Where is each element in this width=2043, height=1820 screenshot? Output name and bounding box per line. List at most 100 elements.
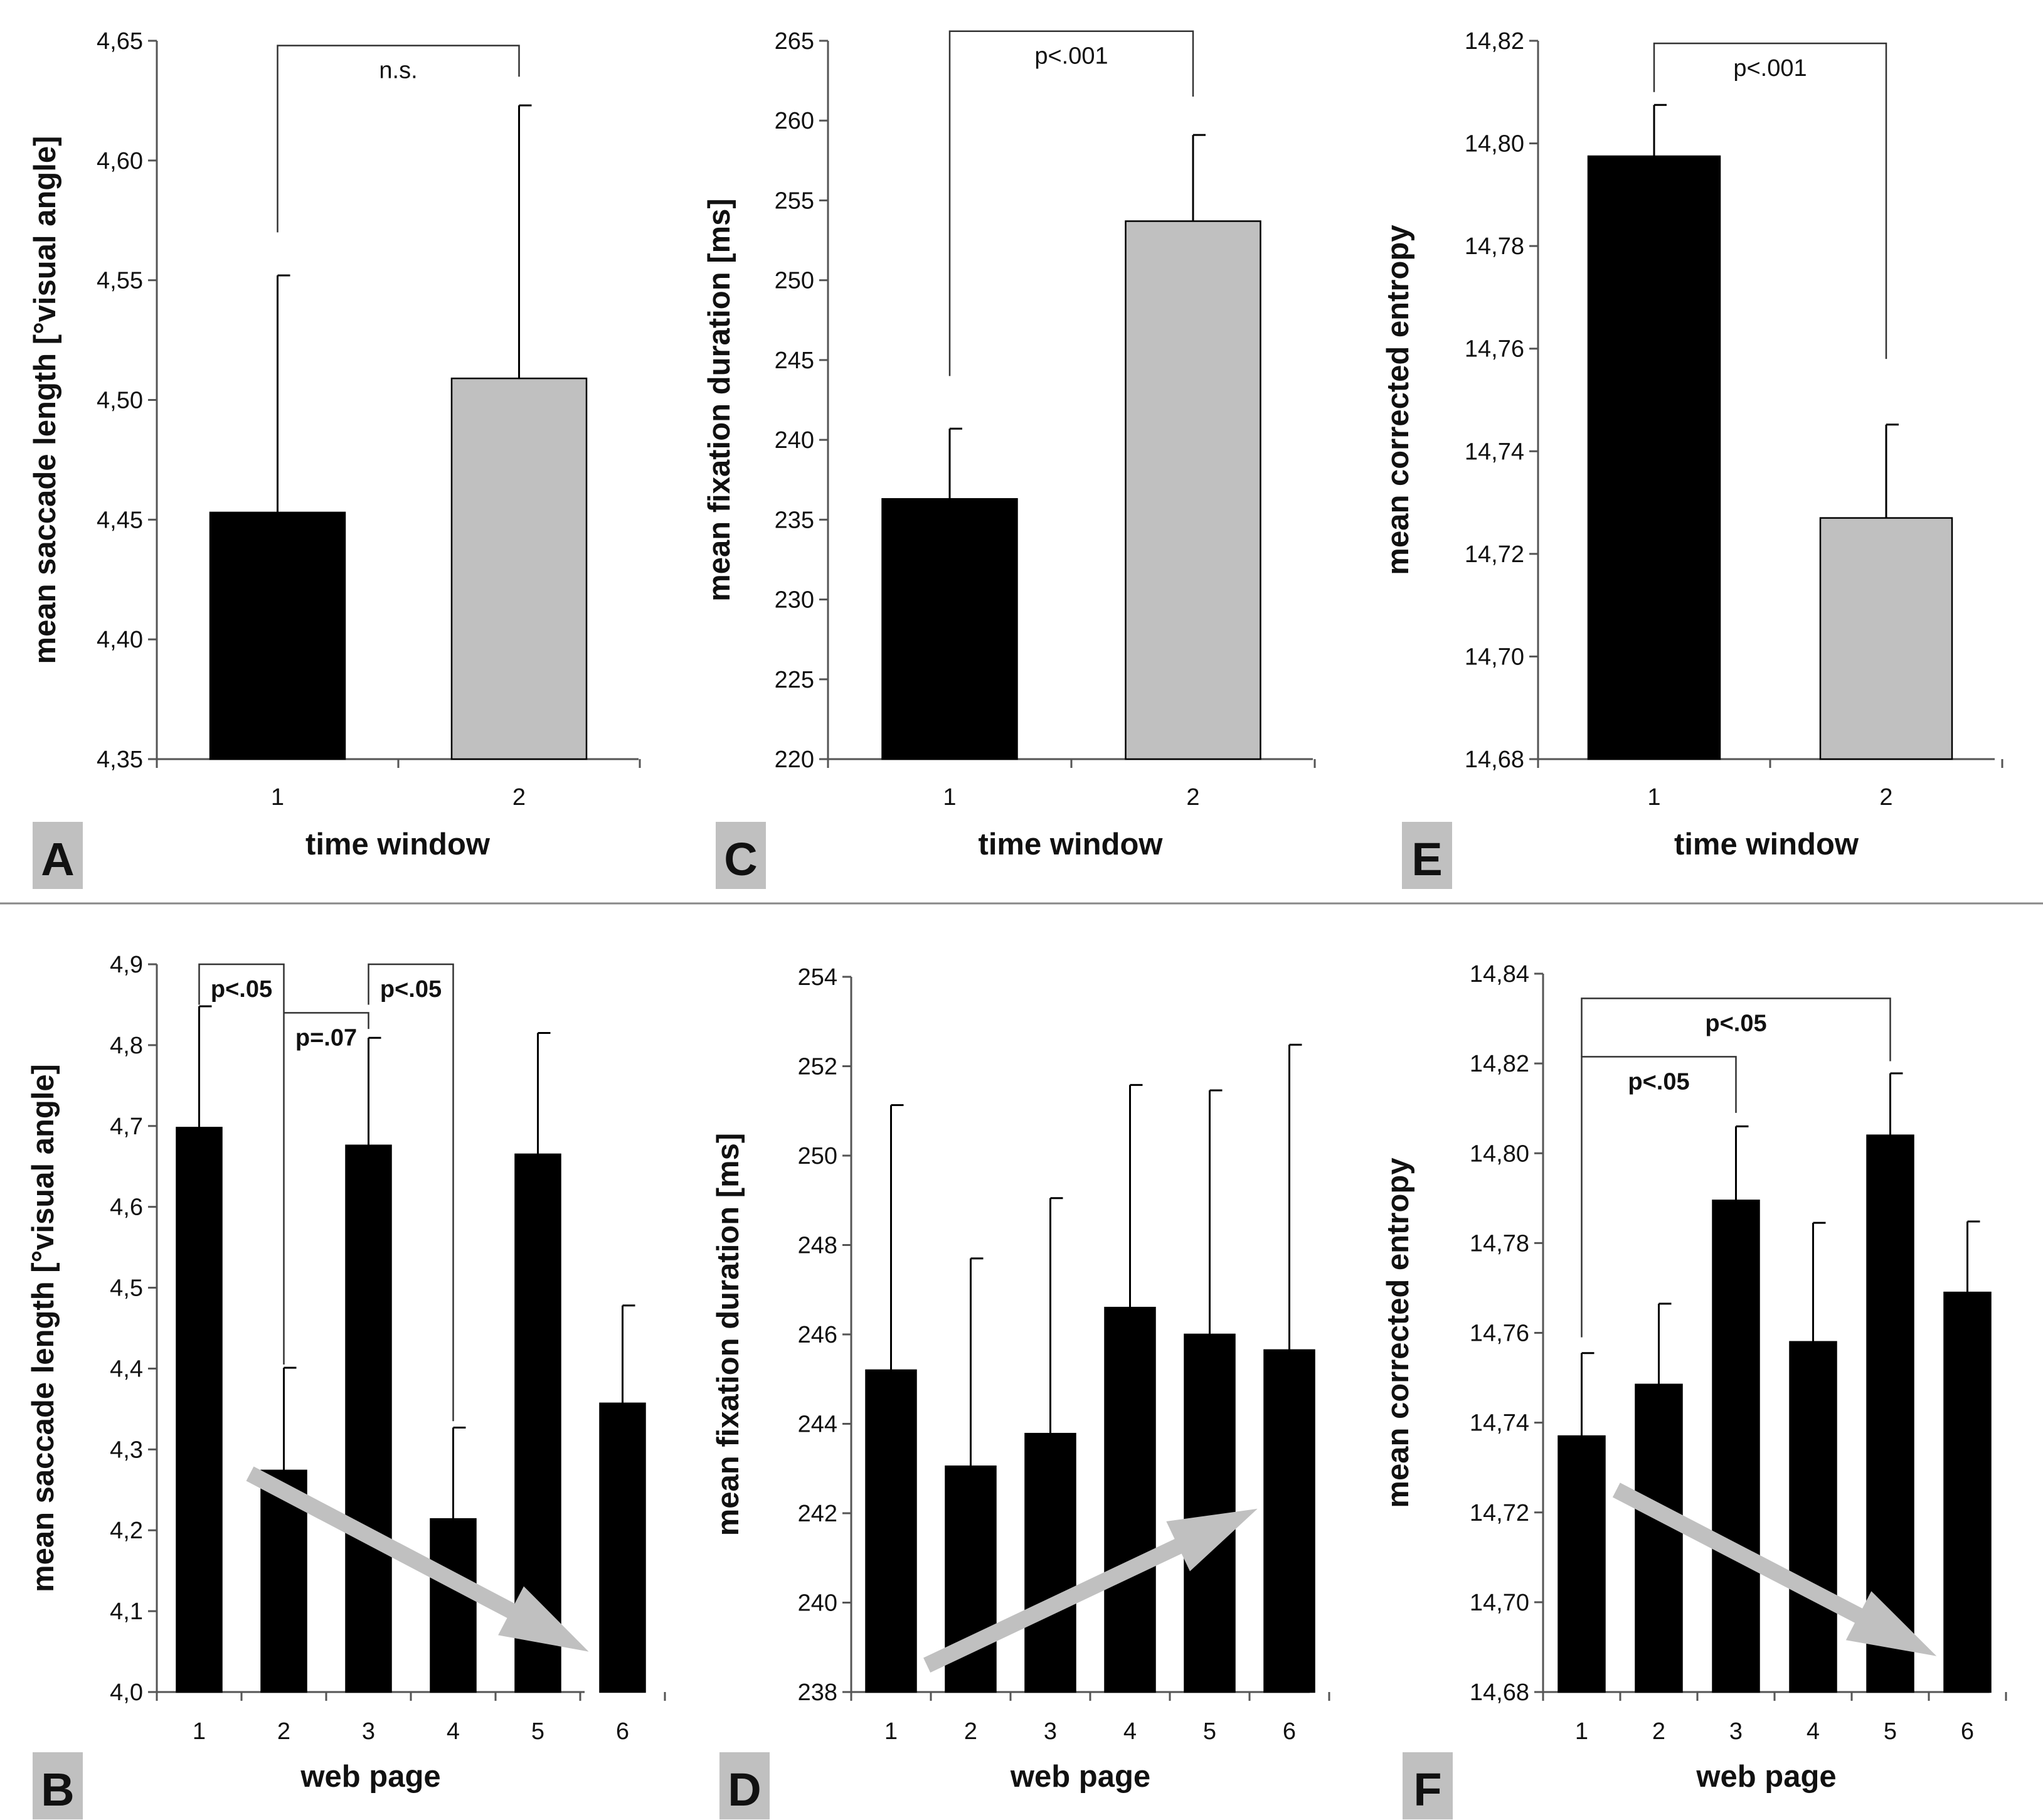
x-tick-label: 3 bbox=[1044, 1718, 1057, 1745]
y-tick-label: 260 bbox=[775, 108, 814, 134]
panels: 4,354,404,454,504,554,604,651 2n.s.time w… bbox=[0, 28, 2043, 1819]
trend-arrow bbox=[923, 1508, 1258, 1673]
panel-a: 4,35 4,40 4,45 4,50 4,55 4,60 4,65 1 2 n.s. time w… bbox=[28, 28, 641, 889]
x-tick-label: 2 bbox=[1186, 784, 1199, 811]
significance-bracket bbox=[1581, 998, 1891, 1062]
x-tick-label: 2 bbox=[1879, 784, 1892, 811]
bar-4 bbox=[1789, 1341, 1837, 1693]
y-tick-label: 14,68 bbox=[1470, 1679, 1529, 1706]
y-tick-label: 4,60 bbox=[97, 148, 143, 174]
bar-6 bbox=[1263, 1349, 1315, 1693]
bar-2 bbox=[1125, 220, 1261, 760]
x-tick-label: 5 bbox=[531, 1718, 544, 1745]
significance-bracket bbox=[1581, 1056, 1737, 1338]
y-tick-label: 14,68 bbox=[1465, 747, 1524, 773]
panel-d: 238 240 242 244 246 248 250 252 254 1 2 3 4 5 6 web pag… bbox=[711, 964, 1330, 1819]
significance-bracket bbox=[1653, 42, 1887, 359]
significance-label: p<.05 bbox=[380, 976, 442, 1003]
y-tick-label: 235 bbox=[775, 507, 814, 533]
x-tick-label: 6 bbox=[616, 1718, 629, 1745]
x-tick-label: 2 bbox=[512, 784, 526, 811]
y-tick-label: 14,84 bbox=[1470, 961, 1529, 987]
x-axis-title: time window bbox=[979, 828, 1164, 861]
y-axis-title: mean corrected entropy bbox=[1381, 225, 1415, 575]
significance-bracket bbox=[198, 963, 285, 1365]
y-tick-label: 4,4 bbox=[110, 1356, 143, 1382]
y-axis-title: mean fixation duration [ms] bbox=[711, 1133, 745, 1536]
y-axis-title: mean saccade length [°visual angle] bbox=[26, 1064, 60, 1592]
y-axis-title: mean fixation duration [ms] bbox=[703, 198, 736, 602]
bar-2 bbox=[450, 377, 588, 760]
y-tick-label: 245 bbox=[775, 348, 814, 374]
y-tick-label: 255 bbox=[775, 188, 814, 214]
significance-label: n.s. bbox=[379, 58, 417, 84]
y-tick-label: 240 bbox=[798, 1590, 837, 1617]
panel-letter: E bbox=[1411, 833, 1442, 885]
bar-3 bbox=[345, 1144, 392, 1693]
y-tick-label: 4,65 bbox=[97, 28, 143, 55]
y-tick-label: 4,50 bbox=[97, 388, 143, 414]
bar-1 bbox=[1557, 1435, 1606, 1693]
significance-label: p=.07 bbox=[295, 1024, 357, 1051]
y-tick-label: 242 bbox=[798, 1501, 837, 1527]
bar-4 bbox=[1104, 1307, 1156, 1693]
y-tick-label: 4,0 bbox=[110, 1679, 143, 1706]
y-tick-label: 14,74 bbox=[1470, 1410, 1529, 1437]
panel-c: 220 225 230 235 240 245 250 255 260 265 1 2 p<.001 ti… bbox=[703, 28, 1316, 889]
bar-1 bbox=[881, 498, 1018, 760]
y-tick-label: 4,55 bbox=[97, 268, 143, 294]
panel-letter-box bbox=[33, 1752, 83, 1819]
panel-letter-box bbox=[1402, 822, 1452, 889]
panel-e: 14,68 14,70 14,72 14,74 14,76 14,78 14,80 14,82… bbox=[1381, 28, 2003, 889]
y-tick-label: 240 bbox=[775, 427, 814, 454]
bar-6 bbox=[1943, 1291, 1992, 1693]
y-tick-label: 14,76 bbox=[1470, 1321, 1529, 1347]
y-tick-label: 4,8 bbox=[110, 1033, 143, 1059]
y-tick-label: 4,3 bbox=[110, 1437, 143, 1463]
bar-2 bbox=[1819, 517, 1953, 760]
bar-1 bbox=[865, 1369, 917, 1693]
significance-label: p<.05 bbox=[1705, 1010, 1766, 1036]
y-tick-label: 4,5 bbox=[110, 1275, 143, 1302]
y-axis-title: mean saccade length [°visual angle] bbox=[28, 136, 62, 664]
x-tick-label: 2 bbox=[964, 1718, 977, 1745]
bar-1 bbox=[176, 1127, 223, 1693]
x-tick-label: 4 bbox=[447, 1718, 460, 1745]
y-tick-label: 14,78 bbox=[1465, 233, 1524, 260]
significance-bracket bbox=[284, 1012, 369, 1030]
significance-label: p<.001 bbox=[1733, 55, 1807, 82]
panel-letter: B bbox=[41, 1764, 74, 1816]
bar-2 bbox=[1635, 1383, 1683, 1693]
significance-label: p<.05 bbox=[1628, 1068, 1689, 1095]
y-tick-label: 252 bbox=[798, 1054, 837, 1080]
y-tick-label: 4,45 bbox=[97, 507, 143, 533]
x-axis-title: time window bbox=[305, 828, 491, 861]
y-tick-label: 230 bbox=[775, 587, 814, 614]
x-tick-label: 5 bbox=[1203, 1718, 1216, 1745]
x-tick-label: 3 bbox=[362, 1718, 375, 1745]
panel-letter: A bbox=[41, 833, 74, 885]
y-axis-title: mean corrected entropy bbox=[1381, 1157, 1415, 1508]
y-tick-label: 4,7 bbox=[110, 1114, 143, 1140]
x-tick-label: 1 bbox=[943, 784, 956, 811]
y-tick-label: 14,80 bbox=[1470, 1141, 1529, 1167]
y-tick-label: 4,6 bbox=[110, 1195, 143, 1221]
panel-b: 4,0 4,1 4,2 4,3 4,4 4,5 4,6 4,7 4,8 4,9 1 2 3 4 5 6 p<.0… bbox=[26, 952, 666, 1819]
panel-f: 14,68 14,70 14,72 14,74 14,76 14,78 14,80 14,82… bbox=[1381, 961, 2007, 1819]
x-tick-label: 1 bbox=[1647, 784, 1660, 811]
significance-bracket bbox=[277, 45, 520, 233]
x-tick-label: 6 bbox=[1283, 1718, 1296, 1745]
panel-letter-box bbox=[716, 822, 766, 889]
y-tick-label: 4,1 bbox=[110, 1599, 143, 1625]
y-tick-label: 248 bbox=[798, 1233, 837, 1259]
panel-letter: C bbox=[724, 833, 757, 885]
bar-1 bbox=[1587, 155, 1721, 760]
bar-4 bbox=[430, 1518, 477, 1693]
y-tick-label: 250 bbox=[775, 268, 814, 294]
y-tick-label: 14,78 bbox=[1470, 1230, 1529, 1257]
x-axis-title: web page bbox=[1010, 1760, 1150, 1794]
x-tick-label: 4 bbox=[1807, 1718, 1820, 1745]
x-tick-label: 2 bbox=[277, 1718, 290, 1745]
bar-6 bbox=[599, 1402, 646, 1693]
y-tick-label: 14,80 bbox=[1465, 131, 1524, 157]
